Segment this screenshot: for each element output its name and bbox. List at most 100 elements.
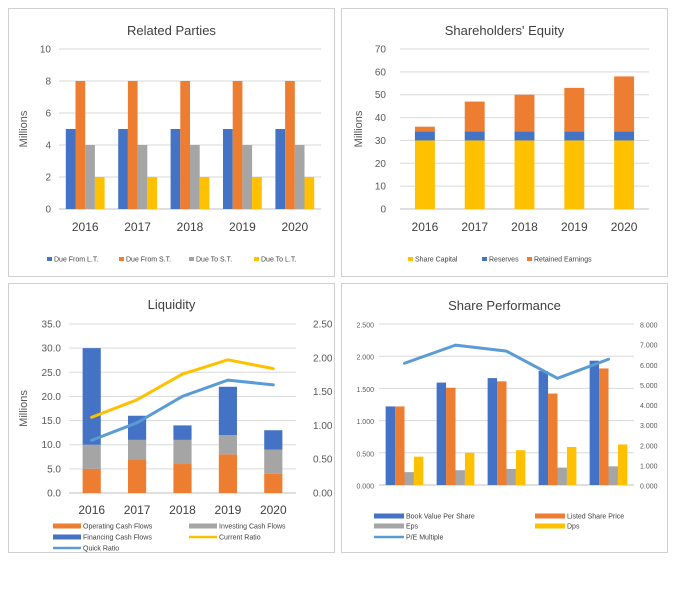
y2-tick-label: 1.50: [313, 387, 333, 398]
legend-label-dps: Dps: [567, 524, 580, 531]
legend-swatch-retained-earnings: [527, 257, 532, 261]
bar-operating-cash-flows: [264, 473, 283, 493]
bar-reserves: [614, 131, 635, 141]
bar-share-capital: [514, 140, 535, 209]
liquidity-chart: Liquidity Millions 0.0 5.0 10.0 15.0 20.0 25.0 3…: [18, 297, 333, 553]
bar-investing-cash-flows: [128, 439, 147, 460]
legend-label-due-to-l-t: Due To L.T.: [261, 257, 296, 264]
y-tick-label: 1.000: [356, 419, 374, 426]
bar-investing-cash-flows: [264, 449, 283, 474]
x-tick-label: 2017: [461, 220, 488, 234]
bar-book-value-per-share: [385, 406, 396, 485]
y2-tick-label: 5.000: [640, 383, 658, 390]
legend-label-book-value-per-share: Book Value Per Share: [406, 514, 475, 521]
bar-book-value-per-share: [487, 378, 498, 485]
y-tick-label: 60: [375, 67, 387, 78]
y-tick-label: 2.000: [356, 355, 374, 362]
x-tick-label: 2020: [611, 220, 638, 234]
y2-tick-label: 7.000: [640, 343, 658, 350]
bar-financing-cash-flows: [173, 425, 192, 440]
bar-investing-cash-flows: [173, 439, 192, 465]
y-tick-label: 0.000: [356, 484, 374, 491]
y-tick-label: 20.0: [42, 392, 62, 403]
legend-label-financing-cash-flows: Financing Cash Flows: [83, 535, 152, 542]
shareholders-equity-chart: Shareholders' Equity Millions 0 10 20 30 40 50 6…: [353, 23, 649, 264]
y-tick-label: 8: [45, 77, 51, 88]
bar-eps: [506, 468, 516, 485]
bar-retained-earnings: [564, 87, 585, 132]
liquidity-panel: Liquidity Millions 0.0 5.0 10.0 15.0 20.0 25.0 3…: [8, 283, 335, 553]
y-tick-label: 10: [40, 45, 52, 56]
legend-label-investing-cash-flows: Investing Cash Flows: [219, 524, 286, 531]
y-tick-label: 0.500: [356, 451, 374, 458]
y-tick-label: 0.0: [47, 489, 61, 500]
bar-due-to-s-t: [190, 145, 200, 209]
y-tick-label: 10: [375, 182, 387, 193]
bar-investing-cash-flows: [82, 444, 101, 469]
bar-book-value-per-share: [589, 360, 600, 485]
y-tick-label: 15.0: [42, 416, 62, 427]
bar-book-value-per-share: [538, 371, 549, 485]
y2-tick-label: 2.50: [313, 320, 333, 331]
x-tick-label: 2020: [260, 503, 287, 517]
chart-title: Liquidity: [148, 297, 196, 312]
bar-dps: [464, 452, 475, 485]
bar-due-from-s-t: [232, 81, 243, 209]
legend-swatch-dps: [535, 523, 565, 529]
bar-share-capital: [614, 140, 635, 209]
legend-swatch-due-from-l-t: [47, 257, 52, 261]
y2-tick-label: 3.000: [640, 423, 658, 430]
y2-tick-label: 1.00: [313, 421, 333, 432]
y2-tick-label: 1.000: [640, 463, 658, 470]
y2-tick-label: 4.000: [640, 403, 658, 410]
bar-eps: [455, 470, 465, 485]
bar-reserves: [514, 131, 535, 141]
bar-operating-cash-flows: [128, 459, 147, 493]
y-tick-label: 2: [45, 173, 51, 184]
legend-label-due-from-s-t: Due From S.T.: [126, 257, 171, 264]
legend-label-due-to-s-t: Due To S.T.: [196, 257, 232, 264]
legend-swatch-investing-cash-flows: [189, 523, 217, 529]
bar-due-to-l-t: [252, 177, 262, 209]
y-tick-label: 20: [375, 159, 387, 170]
bar-financing-cash-flows: [264, 430, 283, 450]
bar-reserves: [464, 131, 485, 141]
bar-due-to-l-t: [304, 177, 315, 209]
bar-listed-share-price: [497, 381, 507, 485]
y-tick-label: 6: [45, 109, 51, 120]
bar-dps: [617, 444, 628, 485]
y-tick-label: 5.0: [47, 464, 61, 475]
bar-due-from-l-t: [118, 129, 128, 209]
bar-operating-cash-flows: [173, 464, 192, 493]
bar-retained-earnings: [414, 126, 435, 132]
x-tick-label: 2017: [124, 503, 151, 517]
x-tick-label: 2019: [229, 220, 256, 234]
bar-due-from-s-t: [180, 81, 190, 209]
legend-label-due-from-l-t: Due From L.T.: [54, 257, 98, 264]
bar-due-from-l-t: [223, 129, 233, 209]
bar-book-value-per-share: [436, 382, 447, 485]
bar-retained-earnings: [464, 101, 485, 132]
x-tick-label: 2017: [124, 220, 151, 234]
x-tick-label: 2018: [511, 220, 538, 234]
legend-swatch-operating-cash-flows: [53, 523, 81, 529]
y-tick-label: 40: [375, 113, 387, 124]
bar-due-to-s-t: [294, 145, 305, 209]
related-parties-chart: Related Parties Millions 0 2 4 6 8 10 2016 2017 20…: [18, 23, 321, 264]
legend-label-reserves: Reserves: [489, 257, 519, 264]
share-performance-chart: Share Performance 0.000 0.500 1.000 1.500 2.0…: [356, 298, 658, 542]
y2-tick-label: 0.00: [313, 489, 333, 500]
y-axis-label: Millions: [18, 110, 30, 147]
bar-operating-cash-flows: [218, 454, 237, 493]
y-tick-label: 35.0: [42, 320, 62, 331]
legend-label-quick-ratio: Quick Ratio: [83, 546, 119, 553]
bar-due-from-s-t: [127, 81, 138, 209]
bar-share-capital: [464, 140, 485, 209]
x-tick-label: 2019: [215, 503, 242, 517]
bar-dps: [515, 450, 526, 485]
bar-share-capital: [414, 140, 435, 209]
chart-title: Share Performance: [448, 298, 561, 313]
bar-eps: [404, 472, 414, 485]
bar-due-from-l-t: [65, 129, 76, 209]
y-tick-label: 2.500: [356, 323, 374, 330]
